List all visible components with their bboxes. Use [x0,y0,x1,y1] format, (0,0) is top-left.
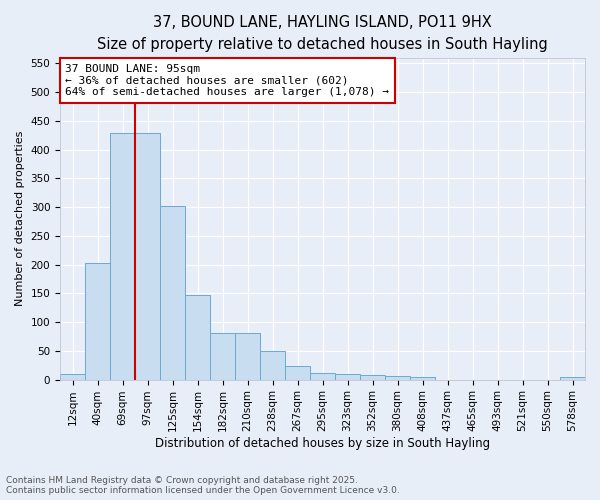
Bar [135,134,160,380]
Y-axis label: Number of detached properties: Number of detached properties [15,131,25,306]
Bar [210,333,235,380]
Bar [410,378,435,380]
Bar [235,333,260,380]
Bar [60,374,85,380]
Bar [110,134,135,380]
X-axis label: Distribution of detached houses by size in South Hayling: Distribution of detached houses by size … [155,437,490,450]
Bar [310,372,335,380]
Title: 37, BOUND LANE, HAYLING ISLAND, PO11 9HX
Size of property relative to detached h: 37, BOUND LANE, HAYLING ISLAND, PO11 9HX… [97,15,548,52]
Bar [185,295,210,380]
Text: 37 BOUND LANE: 95sqm
← 36% of detached houses are smaller (602)
64% of semi-deta: 37 BOUND LANE: 95sqm ← 36% of detached h… [65,64,389,97]
Bar [335,374,360,380]
Bar [260,351,285,380]
Bar [85,263,110,380]
Bar [385,376,410,380]
Bar [160,206,185,380]
Bar [285,366,310,380]
Bar [360,375,385,380]
Text: Contains HM Land Registry data © Crown copyright and database right 2025.
Contai: Contains HM Land Registry data © Crown c… [6,476,400,495]
Bar [560,376,585,380]
